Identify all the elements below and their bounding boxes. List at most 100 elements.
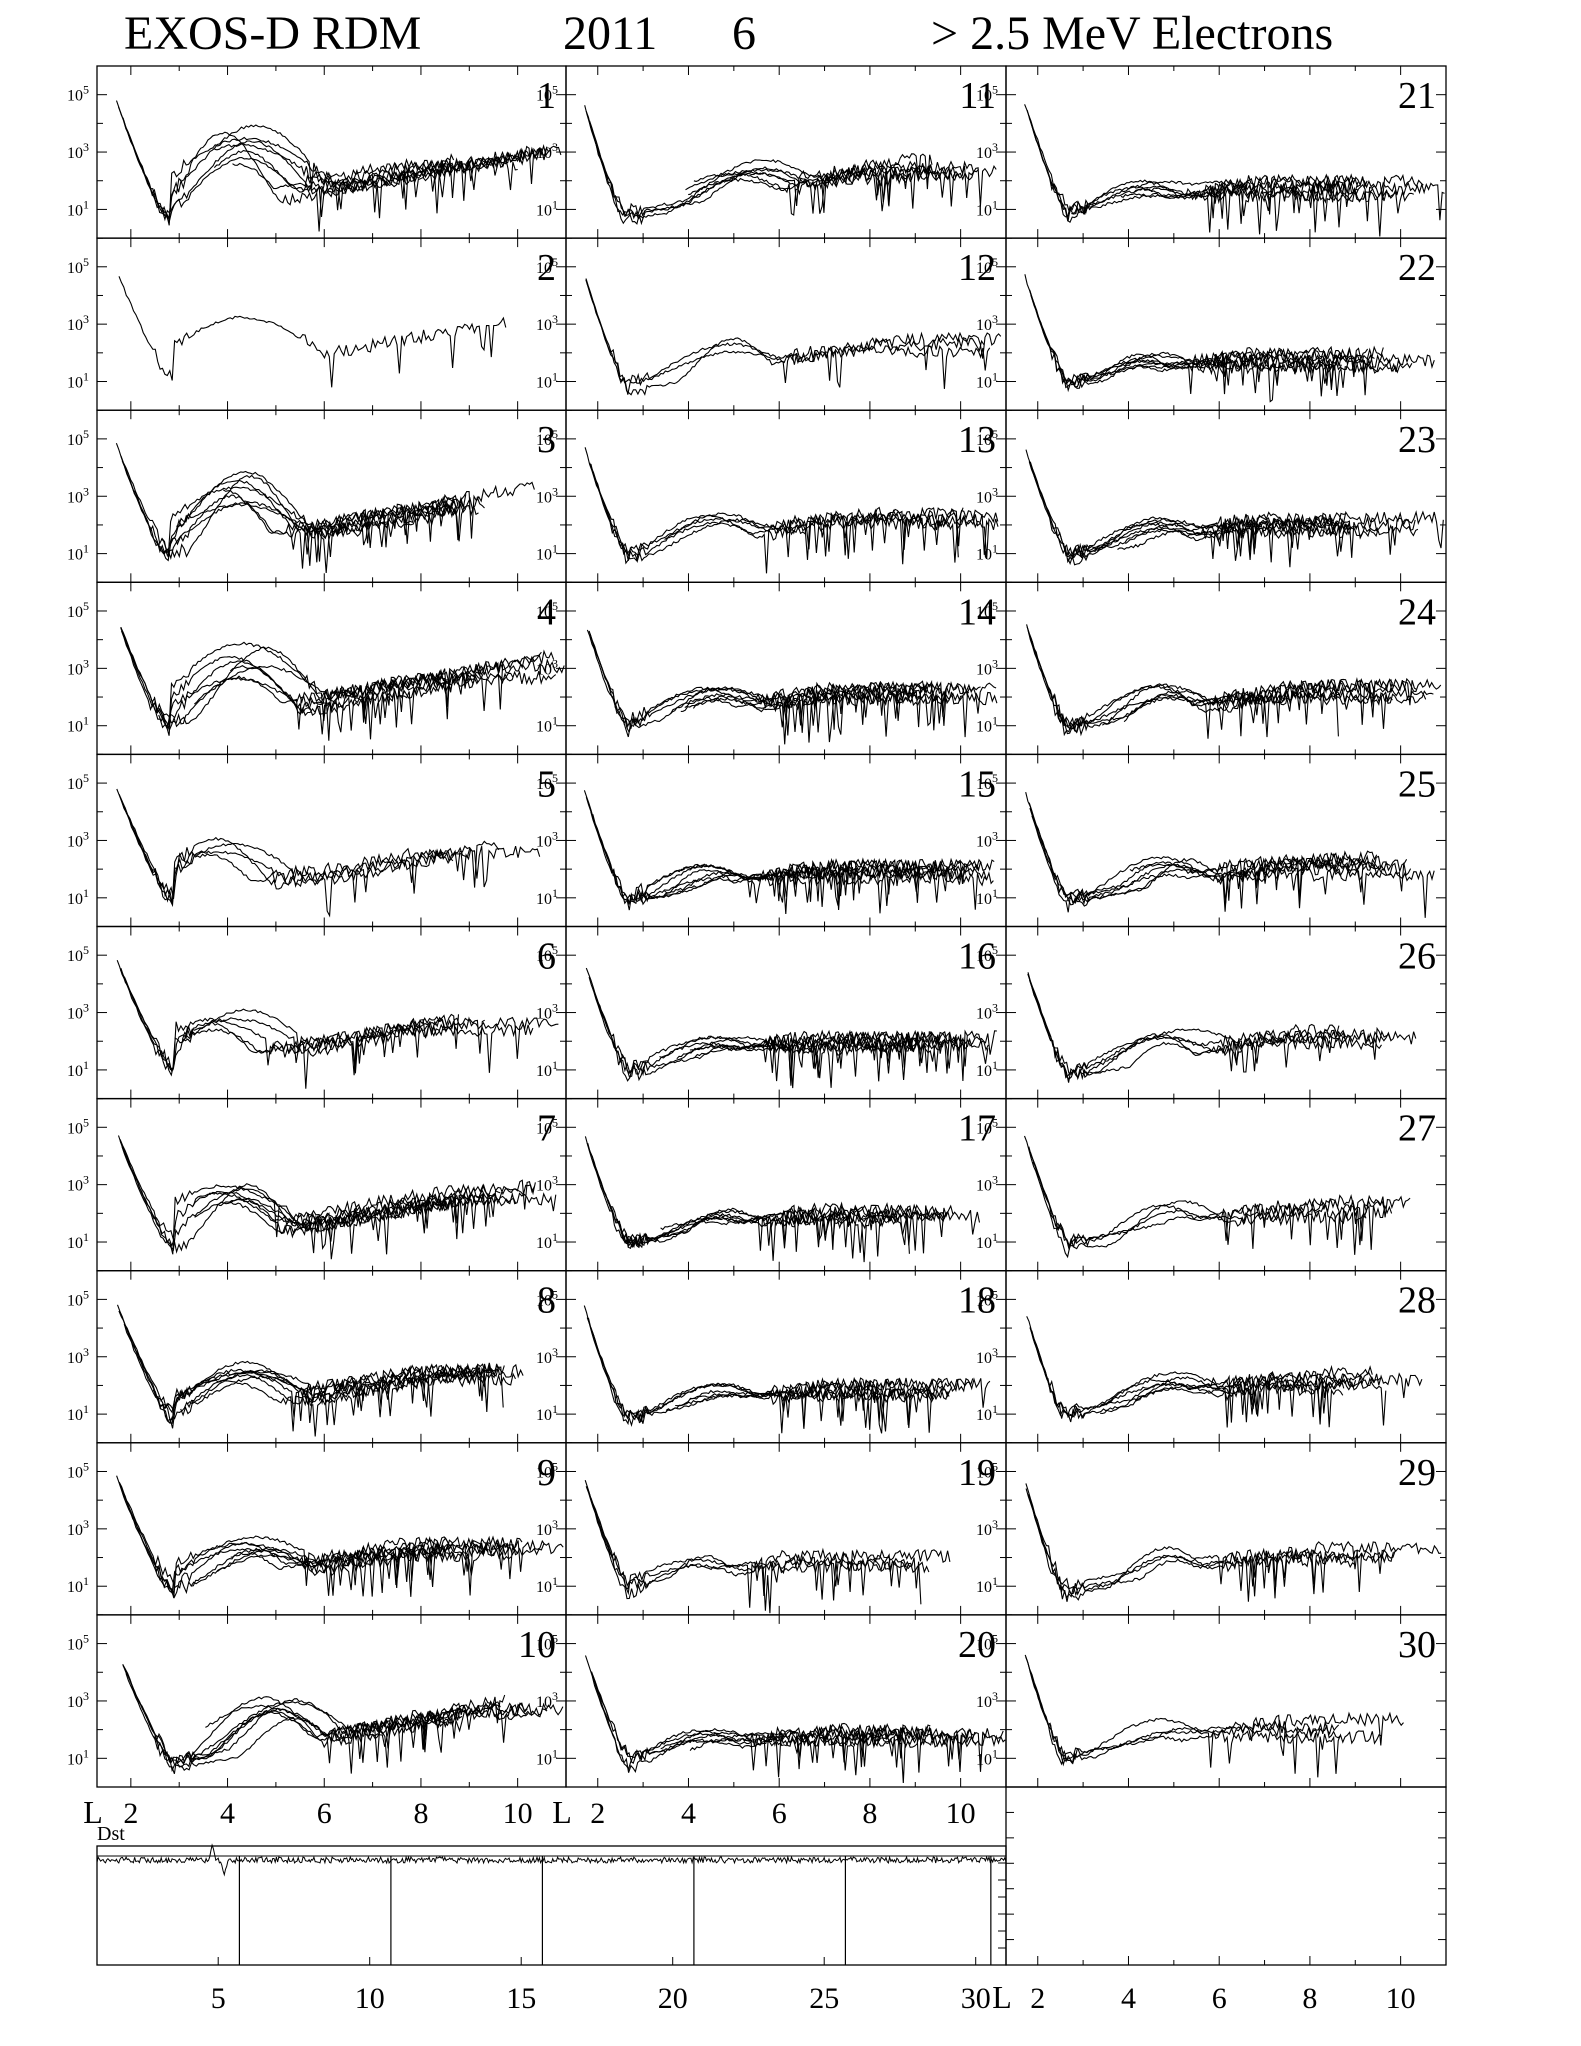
flux-curve [664,515,999,565]
x-tick-label: 6 [317,1797,332,1830]
flux-curve [1027,972,1417,1075]
flux-curve [585,279,1002,396]
y-tick-label: 103 [67,1517,89,1539]
flux-curve [120,455,535,563]
y-tick-label: 105 [976,1632,998,1654]
y-tick-label: 103 [67,828,89,850]
y-tick-label: 105 [976,1115,998,1137]
panel-2: 105 103 101 2 [67,237,567,411]
flux-curve [120,969,453,1077]
flux-curve [669,690,998,738]
y-tick-label: 101 [536,1402,558,1424]
y-tick-label: 101 [67,886,89,908]
panel-19: 105 103 101 19 [536,1442,1007,1616]
dst-tick-label: 10 [355,1982,385,2015]
panel-10: 105 103 101 10 [67,1614,567,1788]
panel-label: 4 [537,591,556,633]
panel-label: 17 [958,1108,996,1150]
y-tick-label: 103 [536,312,558,334]
y-tick-label: 105 [976,83,998,105]
flux-curve [685,164,997,213]
panel-frame [96,409,567,583]
flux-curve [1100,1381,1344,1428]
flux-curve [120,627,555,741]
panel-frame [96,1097,567,1272]
y-tick-label: 103 [976,1517,998,1539]
x-axis-col3: L 2 4 6 8 10 [992,1979,1415,2015]
flux-curve [688,172,912,196]
y-tick-label: 105 [536,1287,558,1309]
y-tick-label: 101 [536,886,558,908]
flux-curve [1060,355,1342,397]
dst-tick-label: 30 [961,1982,991,2015]
y-tick-label: 103 [976,1001,998,1023]
flux-curve [589,636,981,736]
panel-label: 19 [958,1452,996,1494]
flux-curve [1079,1035,1382,1076]
panel-label: 20 [958,1624,996,1666]
panel-24: 105 103 101 24 [976,581,1447,756]
panel-11: 105 103 101 11 [536,65,1007,239]
flux-curve [121,800,454,918]
flux-curve [585,796,980,907]
y-tick-label: 103 [67,312,89,334]
dst-label: Dst [97,1823,125,1845]
y-tick-label: 105 [976,1459,998,1481]
y-tick-label: 105 [67,83,89,105]
flux-curve [118,793,541,904]
flux-curve [1071,187,1415,237]
y-tick-label: 105 [976,427,998,449]
flux-curve [218,1192,517,1234]
figure-title: EXOS-D RDM 2011 6 > 2.5 MeV Electrons [0,0,1581,70]
x-axis-col1: L 2 4 6 8 10 [83,1794,532,1830]
y-tick-label: 103 [536,1173,558,1195]
y-tick-label: 103 [67,484,89,506]
x-tick-label: 10 [503,1797,533,1830]
flux-curve [684,687,922,728]
flux-curve [1125,522,1419,561]
flux-curve [1027,974,1340,1080]
panel-12: 105 103 101 12 [536,237,1007,411]
y-tick-label: 101 [536,370,558,392]
y-tick-label: 103 [976,140,998,162]
flux-curve [116,1304,505,1418]
flux-curve [119,797,472,903]
flux-curve [118,276,507,388]
flux-curve [694,1041,900,1088]
y-tick-label: 105 [536,943,558,965]
x-axis-col2: L 2 4 6 8 10 [552,1794,975,1830]
panel-9: 105 103 101 9 [67,1442,567,1616]
y-tick-label: 103 [67,1001,89,1023]
y-tick-label: 101 [67,1746,89,1768]
flux-curve [1066,867,1435,918]
flux-curve [122,1492,523,1599]
flux-curve [1026,1316,1357,1417]
flux-curve [1074,861,1412,909]
panel-26: 105 103 101 26 [976,925,1447,1100]
panel-label: 29 [1398,1452,1436,1494]
panel-16: 105 103 101 16 [536,925,1007,1100]
panel-frame [1005,1786,1447,1966]
flux-curve [586,1317,974,1426]
flux-curve [153,669,557,725]
flux-curve [1102,1377,1387,1426]
y-tick-label: 101 [976,1058,998,1080]
y-tick-label: 105 [976,1287,998,1309]
y-tick-label: 105 [67,943,89,965]
y-tick-label: 105 [67,771,89,793]
flux-curve [585,1486,911,1614]
flux-curve [119,1139,491,1240]
y-tick-label: 101 [67,370,89,392]
y-tick-label: 105 [67,1287,89,1309]
flux-curve [118,1481,546,1589]
flux-curve [205,1700,501,1750]
panel-3: 105 103 101 3 [67,409,567,583]
y-tick-label: 103 [976,1173,998,1195]
panel-frame [96,925,567,1100]
panel-frame [565,409,1007,583]
flux-curve [1027,1494,1356,1599]
panel-29: 105 103 101 29 [976,1442,1447,1616]
flux-curve [586,282,985,395]
flux-curve [115,100,548,222]
y-tick-label: 101 [536,542,558,564]
